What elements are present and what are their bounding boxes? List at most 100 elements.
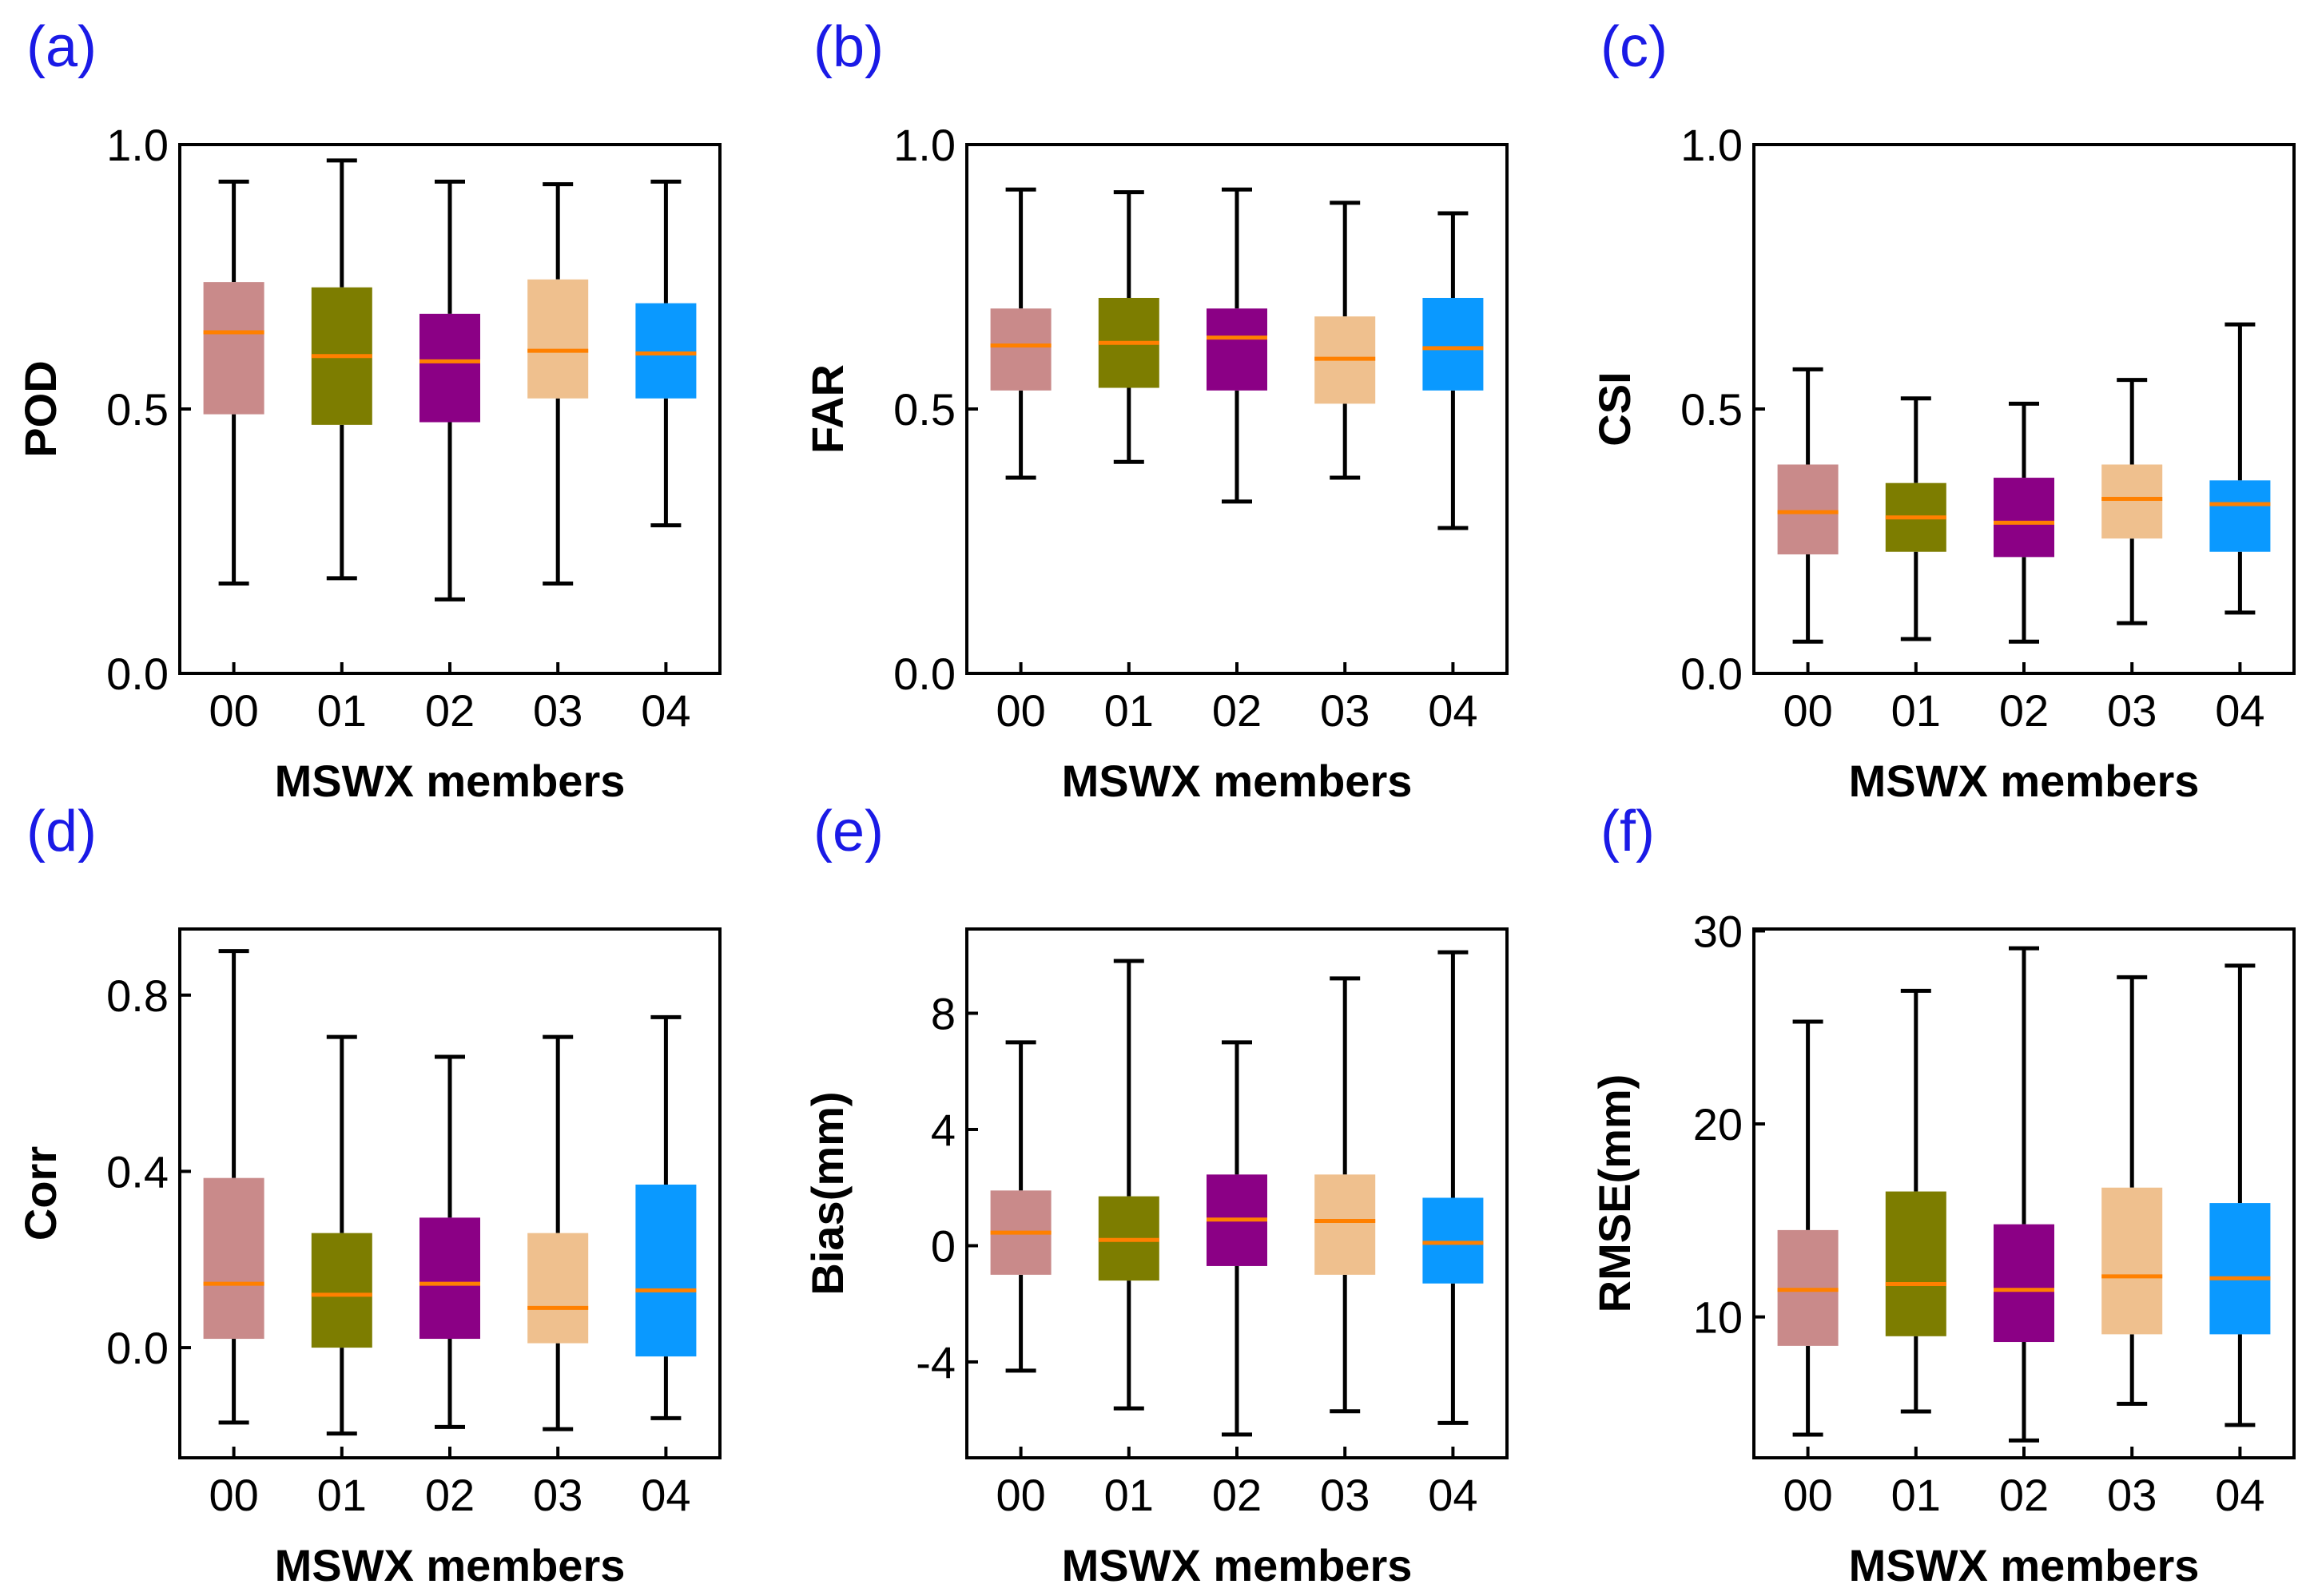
box-iqr (2101, 1187, 2163, 1335)
y-tick-label: 20 (1693, 1099, 1743, 1149)
panel-label: (e) (813, 800, 884, 864)
box-iqr (311, 1233, 372, 1348)
box-03 (527, 1034, 589, 1431)
y-tick-label: 0.5 (106, 384, 169, 435)
x-tick-label: 02 (1212, 685, 1262, 736)
x-axis-title: MSWX members (275, 756, 626, 806)
box-iqr (1314, 1174, 1376, 1275)
box-03 (1314, 200, 1376, 480)
x-tick-label: 02 (425, 685, 475, 736)
box-04 (1422, 950, 1484, 1425)
x-tick-label: 04 (2215, 685, 2264, 736)
x-tick-label: 04 (1428, 1470, 1477, 1520)
x-tick-label: 00 (1783, 1470, 1832, 1520)
x-tick-label: 02 (1999, 1470, 2049, 1520)
box-iqr (203, 282, 264, 415)
box-01 (1885, 988, 1946, 1414)
x-tick-label: 00 (1783, 685, 1832, 736)
box-04 (635, 179, 697, 528)
x-tick-label: 02 (425, 1470, 475, 1520)
x-tick-label: 00 (996, 685, 1045, 736)
y-tick-label: 8 (931, 988, 956, 1038)
box-00 (203, 949, 264, 1425)
box-00 (1777, 367, 1839, 644)
y-tick-label: 1.0 (893, 120, 956, 170)
x-tick-label: 04 (2215, 1470, 2264, 1520)
box-iqr (527, 279, 589, 399)
x-tick-label: 03 (533, 685, 582, 736)
x-tick-label: 01 (1891, 1470, 1941, 1520)
y-tick-label: 0.0 (106, 1323, 169, 1373)
x-tick-label: 03 (1320, 685, 1370, 736)
x-tick-label: 03 (2107, 1470, 2157, 1520)
y-tick-label: 0.8 (106, 971, 169, 1021)
chart-panel-f: 10 20 30 00 01 02 03 04 MSWX members RMSE(mm) (f) (1589, 800, 2296, 1590)
chart-panel-b: 0.0 0.5 1.0 00 01 02 03 04 MSWX members FAR (b) (802, 15, 1509, 806)
x-tick-label: 02 (1212, 1470, 1262, 1520)
x-tick-label: 00 (996, 1470, 1045, 1520)
box-iqr (1422, 297, 1484, 391)
box-iqr (1422, 1197, 1484, 1284)
x-tick-label: 01 (317, 685, 367, 736)
y-tick-label: 0.5 (1680, 384, 1743, 435)
box-04 (2209, 322, 2271, 615)
box-iqr (635, 1184, 697, 1357)
x-tick-label: 02 (1999, 685, 2049, 736)
panel-label: (f) (1600, 800, 1655, 864)
y-tick-label: 1.0 (1680, 120, 1743, 170)
box-04 (2209, 963, 2271, 1427)
box-04 (1422, 211, 1484, 530)
x-axis-title: MSWX members (1062, 756, 1413, 806)
y-tick-label: 0.0 (893, 649, 956, 699)
x-tick-label: 01 (317, 1470, 367, 1520)
box-iqr (203, 1177, 264, 1340)
y-axis-title: FAR (802, 364, 853, 454)
x-tick-label: 01 (1104, 685, 1154, 736)
box-iqr (2101, 464, 2163, 539)
box-02 (1207, 1040, 1267, 1437)
y-tick-label: 4 (931, 1105, 956, 1155)
y-axis-title: Corr (15, 1146, 66, 1241)
box-iqr (990, 308, 1052, 391)
box-iqr (1207, 308, 1267, 391)
y-axis-title: CSI (1589, 371, 1640, 446)
x-tick-label: 01 (1891, 685, 1941, 736)
y-tick-label: 0.4 (106, 1146, 169, 1197)
y-tick-label: 1.0 (106, 120, 169, 170)
box-iqr (419, 1217, 480, 1340)
x-axis-title: MSWX members (1849, 756, 2200, 806)
box-iqr (527, 1233, 589, 1344)
x-tick-label: 00 (209, 1470, 258, 1520)
x-axis-title: MSWX members (1849, 1540, 2200, 1590)
box-iqr (1994, 478, 2054, 558)
y-tick-label: 0.5 (893, 384, 956, 435)
box-04 (635, 1014, 697, 1420)
x-tick-label: 03 (2107, 685, 2157, 736)
box-00 (203, 179, 264, 586)
x-tick-label: 01 (1104, 1470, 1154, 1520)
box-03 (1314, 976, 1376, 1414)
box-01 (1098, 190, 1159, 464)
panel-label: (b) (813, 15, 884, 79)
box-02 (1994, 401, 2054, 644)
x-tick-label: 03 (533, 1470, 582, 1520)
box-iqr (635, 303, 697, 399)
box-01 (1885, 396, 1946, 641)
x-tick-label: 04 (1428, 685, 1477, 736)
chart-panel-d: 0.0 0.4 0.8 00 01 02 03 04 MSWX members Corr (d) (15, 800, 722, 1590)
box-03 (2101, 975, 2163, 1406)
panel-label: (d) (26, 800, 97, 864)
box-03 (2101, 378, 2163, 625)
x-axis-title: MSWX members (275, 1540, 626, 1590)
box-00 (1777, 1019, 1839, 1437)
y-axis-title: POD (15, 360, 66, 457)
box-02 (1994, 946, 2054, 1443)
y-tick-label: 0.0 (106, 649, 169, 699)
box-02 (1207, 187, 1267, 504)
box-iqr (2209, 480, 2271, 552)
x-axis-title: MSWX members (1062, 1540, 1413, 1590)
x-tick-label: 03 (1320, 1470, 1370, 1520)
y-tick-label: 30 (1693, 906, 1743, 956)
